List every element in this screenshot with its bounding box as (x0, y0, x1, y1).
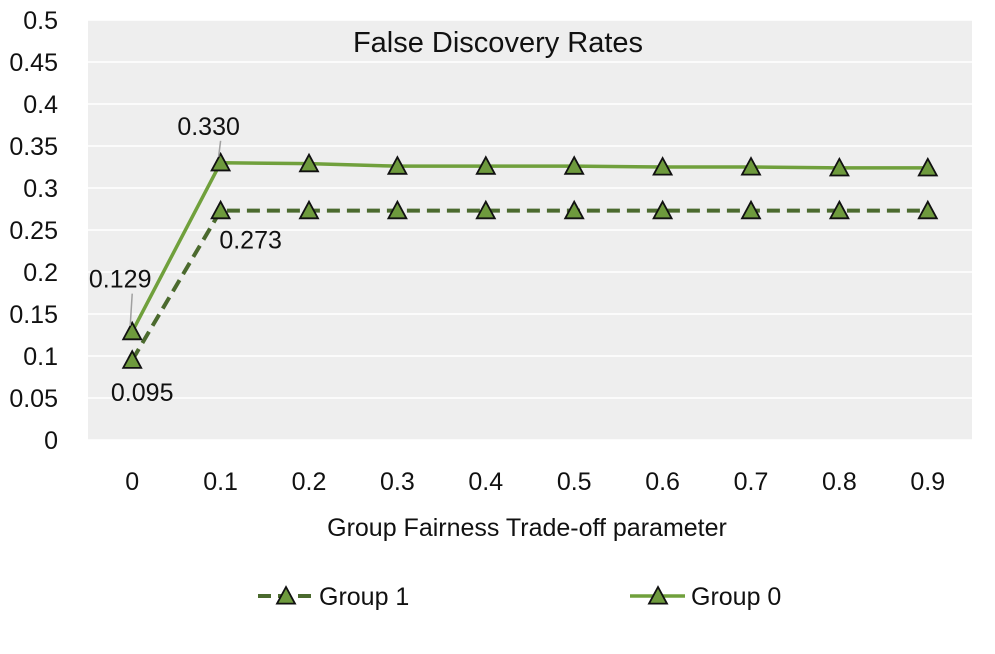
chart-title: False Discovery Rates (353, 27, 643, 59)
data-point-marker (828, 156, 850, 177)
x-tick-label: 0.9 (910, 468, 945, 496)
series-line (130, 161, 928, 333)
y-tick-label: 0.15 (9, 301, 58, 329)
legend-item-group-0: Group 0 (630, 583, 781, 611)
y-tick-label: 0.35 (9, 133, 58, 161)
x-axis-ticks: 0 0.1 0.2 0.3 0.4 0.5 0.6 0.7 0.8 0.9 (125, 468, 945, 496)
x-tick-label: 0.2 (292, 468, 327, 496)
leader-line (217, 140, 222, 157)
data-point-marker (210, 199, 232, 220)
data-point-marker (563, 155, 585, 175)
legend-label: Group 1 (319, 583, 409, 611)
data-point-marker (828, 199, 850, 220)
y-tick-label: 0.2 (23, 259, 58, 287)
y-tick-label: 0.05 (9, 385, 58, 413)
series-group-0 (121, 151, 939, 341)
data-point-marker (386, 199, 408, 220)
data-point-marker (386, 155, 408, 175)
x-axis-title: Group Fairness Trade-off parameter (327, 514, 727, 542)
data-point-marker (652, 199, 674, 220)
data-label: 0.330 (177, 113, 240, 141)
data-labels: 0.095 0.273 0.129 0.330 (89, 113, 282, 407)
data-point-marker (121, 320, 143, 341)
y-tick-label: 0.1 (23, 343, 58, 371)
y-tick-label: 0.45 (9, 49, 58, 77)
data-point-marker (563, 199, 585, 220)
y-tick-label: 0.3 (23, 175, 58, 203)
gridlines (88, 19, 972, 441)
legend-swatch-marker (275, 585, 297, 605)
x-tick-label: 0.8 (822, 468, 857, 496)
x-tick-label: 0.5 (557, 468, 592, 496)
leader-line (129, 293, 133, 326)
data-point-marker (298, 152, 320, 173)
y-tick-label: 0 (44, 427, 58, 455)
data-point-marker (740, 199, 762, 220)
data-point-marker (740, 156, 762, 176)
y-tick-label: 0.4 (23, 91, 58, 119)
data-label: 0.095 (111, 379, 174, 407)
x-tick-label: 0 (125, 468, 139, 496)
x-tick-label: 0.7 (734, 468, 769, 496)
data-point-marker (121, 349, 143, 369)
series-layer (121, 151, 939, 369)
data-point-marker (475, 199, 497, 220)
x-tick-label: 0.4 (468, 468, 503, 496)
legend-swatch-marker (647, 585, 669, 605)
x-tick-label: 0.1 (203, 468, 238, 496)
data-point-marker (475, 155, 497, 175)
data-point-marker (917, 199, 939, 220)
data-label: 0.129 (89, 266, 152, 294)
data-label: 0.273 (219, 227, 282, 255)
legend-item-group-1: Group 1 (258, 583, 409, 611)
data-point-marker (298, 199, 320, 220)
legend-label: Group 0 (691, 583, 781, 611)
data-point-marker (652, 156, 674, 176)
x-tick-label: 0.3 (380, 468, 415, 496)
data-point-marker (210, 151, 232, 172)
y-tick-label: 0.5 (23, 7, 58, 35)
series-line (130, 208, 928, 362)
y-axis-ticks: 0 0.05 0.1 0.15 0.2 0.25 0.3 0.35 0.4 0.45 0.5 (9, 7, 58, 455)
x-tick-label: 0.6 (645, 468, 680, 496)
series-group-1 (121, 199, 939, 369)
data-point-marker (917, 156, 939, 177)
legend: Group 1 Group 0 (258, 583, 781, 611)
y-tick-label: 0.25 (9, 217, 58, 245)
